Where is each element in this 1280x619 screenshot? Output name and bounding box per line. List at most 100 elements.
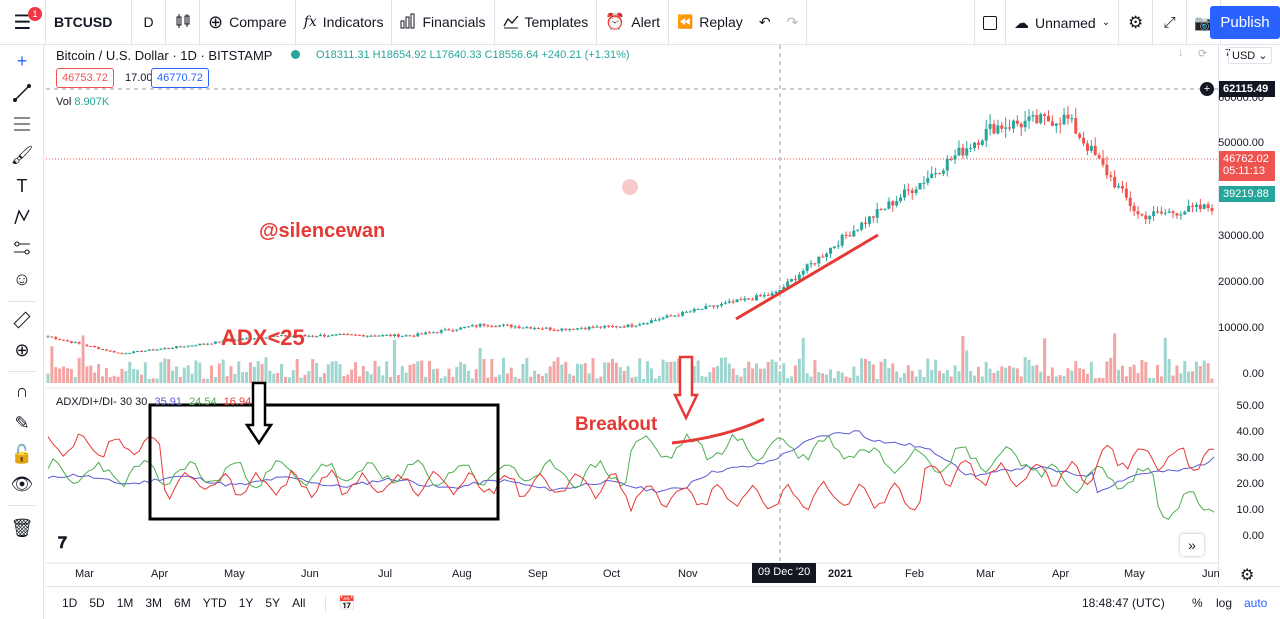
refresh-icon[interactable]: ⟳ bbox=[1198, 48, 1208, 60]
candle-body bbox=[97, 347, 101, 350]
volume-bar bbox=[630, 377, 634, 383]
symbol-search-button[interactable]: BTCUSD bbox=[46, 0, 132, 45]
range-ytd-button[interactable]: YTD bbox=[202, 596, 227, 610]
publish-button[interactable]: Publish bbox=[1210, 6, 1280, 39]
volume-bar bbox=[973, 375, 977, 383]
range-1m-button[interactable]: 1M bbox=[116, 596, 134, 610]
candle-body bbox=[704, 306, 708, 309]
redo-button[interactable]: ↷ bbox=[779, 0, 808, 45]
candle-body bbox=[447, 329, 451, 331]
candle-body bbox=[1140, 214, 1144, 216]
candle-body bbox=[821, 256, 825, 258]
candle-body bbox=[128, 353, 132, 355]
volume-bar bbox=[233, 373, 237, 383]
volume-bar bbox=[319, 376, 323, 383]
utc-clock[interactable]: 18:48:47 (UTC) bbox=[1082, 596, 1165, 610]
candle-body bbox=[439, 330, 443, 333]
price-axis[interactable]: 7 bbox=[1218, 45, 1280, 585]
candle-body bbox=[322, 334, 326, 337]
volume-bar bbox=[1159, 376, 1163, 383]
trash-icon[interactable]: 🗑 bbox=[10, 517, 34, 538]
candle-body bbox=[213, 341, 217, 344]
volume-bar bbox=[272, 373, 276, 383]
candle-body bbox=[159, 348, 163, 350]
brush-icon[interactable]: 🖌 bbox=[10, 144, 34, 165]
templates-button[interactable]: Templates bbox=[495, 0, 598, 45]
ruler-icon[interactable] bbox=[10, 308, 34, 332]
prediction-icon[interactable] bbox=[10, 236, 34, 260]
volume-bar bbox=[755, 363, 759, 383]
volume-bar bbox=[1152, 378, 1156, 383]
settings-button[interactable]: ⚙ bbox=[1119, 0, 1154, 45]
arrow-down-icon[interactable]: ↓ bbox=[1178, 47, 1184, 59]
volume-bar bbox=[1046, 375, 1050, 383]
compare-button[interactable]: ⊕ Compare bbox=[200, 0, 296, 45]
scroll-to-realtime-button[interactable]: » bbox=[1180, 534, 1204, 556]
layout-button[interactable] bbox=[974, 0, 1006, 45]
crosshair-icon[interactable]: + bbox=[16, 50, 28, 71]
range-1d-button[interactable]: 1D bbox=[62, 596, 78, 610]
candle-body bbox=[245, 338, 249, 340]
candle-body bbox=[731, 301, 735, 303]
candle-body bbox=[1148, 216, 1152, 220]
trend-line-icon[interactable] bbox=[10, 81, 34, 105]
currency-selector[interactable]: USD ⌄ bbox=[1228, 47, 1272, 64]
range-6m-button[interactable]: 6M bbox=[174, 596, 191, 610]
alert-button[interactable]: ⏰ Alert bbox=[597, 0, 670, 45]
volume-bar bbox=[210, 365, 214, 383]
volume-bar bbox=[926, 358, 930, 383]
candle-body bbox=[428, 332, 432, 334]
text-tool-icon[interactable]: T bbox=[16, 175, 28, 196]
range-1y-button[interactable]: 1Y bbox=[238, 596, 254, 610]
volume-bar bbox=[984, 361, 988, 383]
time-axis[interactable]: Mar Apr May Jun Jul Aug Sep Oct Nov 2021… bbox=[46, 563, 1220, 585]
pattern-icon[interactable] bbox=[10, 205, 34, 229]
undo-button[interactable]: ↶ bbox=[751, 0, 779, 45]
lock-icon[interactable]: 🔓 bbox=[10, 443, 34, 464]
buy-price-button[interactable]: 46770.72 bbox=[151, 68, 209, 88]
candle-body bbox=[1043, 114, 1047, 116]
date-range-calendar-icon[interactable]: 📅 bbox=[325, 594, 356, 612]
volume-bar bbox=[537, 374, 541, 383]
volume-bar bbox=[719, 357, 723, 383]
volume-bar bbox=[112, 375, 116, 383]
chart-type-button[interactable] bbox=[166, 0, 200, 45]
volume-bar bbox=[813, 359, 817, 383]
cursor-dot bbox=[622, 179, 638, 195]
range-5y-button[interactable]: 5Y bbox=[265, 596, 281, 610]
candle-body bbox=[638, 324, 642, 326]
magnet-icon[interactable]: ∩ bbox=[15, 380, 29, 401]
chart-settings-gear-icon[interactable]: ⚙ bbox=[1240, 567, 1255, 584]
volume-bar bbox=[906, 365, 910, 383]
candle-body bbox=[945, 158, 949, 171]
price-tick: 30000.00 bbox=[1218, 230, 1264, 242]
percent-toggle[interactable]: % bbox=[1192, 596, 1203, 610]
volume-bar bbox=[501, 357, 505, 383]
adx-tick: 20.00 bbox=[1236, 478, 1264, 490]
replay-button[interactable]: ⏪ Replay bbox=[669, 0, 751, 45]
fullscreen-button[interactable]: ⤢ bbox=[1153, 0, 1188, 45]
candle-body bbox=[221, 340, 225, 343]
range-all-button[interactable]: All bbox=[292, 596, 306, 610]
range-3m-button[interactable]: 3M bbox=[145, 596, 163, 610]
range-5d-button[interactable]: 5D bbox=[89, 596, 105, 610]
log-toggle[interactable]: log bbox=[1216, 596, 1233, 610]
smiley-icon[interactable]: ☺ bbox=[12, 268, 32, 289]
interval-button[interactable]: D bbox=[132, 0, 166, 45]
indicators-button[interactable]: fx Indicators bbox=[296, 0, 393, 45]
financials-button[interactable]: Financials bbox=[392, 0, 495, 45]
auto-toggle[interactable]: auto bbox=[1244, 596, 1268, 610]
zoom-in-icon[interactable]: ⊕ bbox=[14, 339, 30, 360]
chart-canvas[interactable] bbox=[46, 45, 1218, 585]
pencil-lock-icon[interactable]: ✎ bbox=[14, 412, 30, 433]
eye-icon[interactable]: 👁 bbox=[10, 473, 34, 494]
layout-name-button[interactable]: ☁ Unnamed ⌄ bbox=[1006, 0, 1120, 45]
camera-icon: 📷 bbox=[1194, 14, 1213, 32]
volume-bar bbox=[790, 376, 794, 383]
volume-bar bbox=[237, 361, 241, 383]
add-plus-icon[interactable]: + bbox=[1200, 82, 1214, 96]
main-menu-button[interactable]: ☰ 1 bbox=[0, 0, 46, 45]
fib-retracement-icon[interactable] bbox=[10, 112, 34, 136]
sell-price-button[interactable]: 46753.72 bbox=[56, 68, 114, 88]
candle-body bbox=[1163, 212, 1167, 214]
